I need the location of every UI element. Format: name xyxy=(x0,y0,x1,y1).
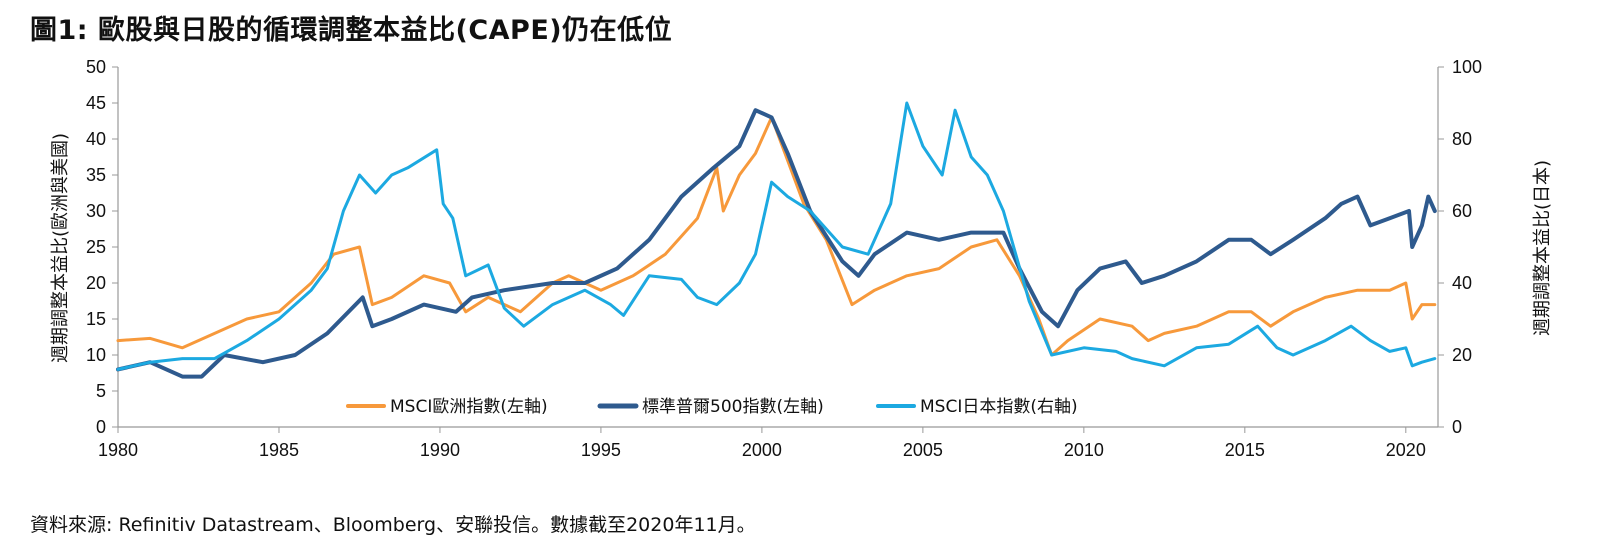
x-tick-label: 2020 xyxy=(1386,440,1426,460)
legend-label: MSCI日本指數(右軸) xyxy=(920,397,1078,417)
x-tick-label: 2005 xyxy=(903,440,943,460)
y-axis-label-right: 週期調整本益比(日本) xyxy=(1532,160,1553,336)
series-line-europe xyxy=(116,115,1437,357)
y-tick-right-label: 60 xyxy=(1452,201,1472,221)
x-tick-label: 1980 xyxy=(98,440,138,460)
y-tick-right-label: 80 xyxy=(1452,129,1472,149)
series-line-sp500 xyxy=(116,108,1437,379)
y-tick-left-label: 40 xyxy=(86,129,106,149)
legend-item-europe: MSCI歐洲指數(左軸) xyxy=(346,397,548,417)
legend-label: MSCI歐洲指數(左軸) xyxy=(390,397,548,417)
chart-svg: 0 5 10 15 20 25 30 35 40 45 50 0 20 40 60 80 100 1980 1985… xyxy=(50,57,1553,460)
y-tick-left-label: 50 xyxy=(86,57,106,77)
series-group xyxy=(116,101,1437,379)
y-axis-label-left: 週期調整本益比(歐洲與美國) xyxy=(50,133,71,363)
x-tick-label: 1990 xyxy=(420,440,460,460)
y-tick-left-label: 45 xyxy=(86,93,106,113)
y-tick-left-label: 30 xyxy=(86,201,106,221)
chart-title: 圖1: 歐股與日股的循環調整本益比(CAPE)仍在低位 xyxy=(30,15,673,46)
y-tick-right-label: 0 xyxy=(1452,417,1462,437)
legend-item-japan: MSCI日本指數(右軸) xyxy=(876,397,1078,417)
series-line-japan xyxy=(116,101,1437,371)
axes-group: 0 5 10 15 20 25 30 35 40 45 50 0 20 40 60 80 100 1980 1985… xyxy=(86,57,1482,460)
y-tick-left-label: 0 xyxy=(96,417,106,437)
y-tick-left-label: 5 xyxy=(96,381,106,401)
y-tick-left-label: 10 xyxy=(86,345,106,365)
y-tick-left-label: 35 xyxy=(86,165,106,185)
y-tick-left-label: 20 xyxy=(86,273,106,293)
legend-label: 標準普爾500指數(左軸) xyxy=(642,397,824,417)
x-tick-label: 2010 xyxy=(1064,440,1104,460)
y-tick-right-label: 40 xyxy=(1452,273,1472,293)
y-tick-left-label: 15 xyxy=(86,309,106,329)
x-tick-label: 2015 xyxy=(1225,440,1265,460)
source-note: 資料來源: Refinitiv Datastream、Bloomberg、安聯投… xyxy=(30,514,756,536)
y-tick-right-label: 20 xyxy=(1452,345,1472,365)
y-tick-right-label: 100 xyxy=(1452,57,1482,77)
x-tick-label: 2000 xyxy=(742,440,782,460)
legend-item-sp500: 標準普爾500指數(左軸) xyxy=(597,397,824,417)
x-tick-label: 1995 xyxy=(581,440,621,460)
x-tick-label: 1985 xyxy=(259,440,299,460)
y-tick-left-label: 25 xyxy=(86,237,106,257)
legend: MSCI歐洲指數(左軸) 標準普爾500指數(左軸) MSCI日本指數(右軸) xyxy=(346,397,1078,417)
